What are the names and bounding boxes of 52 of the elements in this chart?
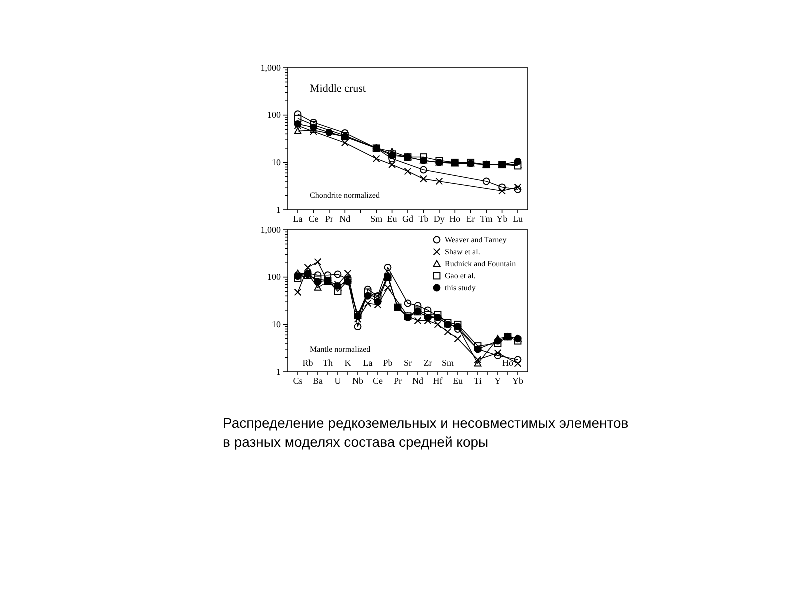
x-tick-label: Dy bbox=[434, 214, 446, 224]
legend-label: Rudnick and Fountain bbox=[445, 260, 516, 269]
x-tick-label: Er bbox=[466, 214, 476, 224]
y-tick-label: 1,000 bbox=[260, 62, 282, 73]
x-tick-label: Yb bbox=[512, 376, 524, 386]
x-tick-label: Sr bbox=[404, 358, 412, 368]
y-tick-label: 1 bbox=[276, 366, 281, 377]
x-tick-label: Cs bbox=[293, 376, 304, 386]
y-tick-label: 1,000 bbox=[260, 224, 282, 235]
x-tick-label: Zr bbox=[424, 358, 432, 368]
x-tick-label: Hf bbox=[433, 376, 443, 386]
x-tick-label: Sm bbox=[370, 214, 383, 224]
text: Распределение редкоземельных и несовместимых элементов в разных моделях состава средней коры bbox=[223, 415, 629, 450]
y-tick-label: 10 bbox=[272, 320, 282, 330]
legend-label: Weaver and Tarney bbox=[445, 236, 507, 245]
x-tick-label: Pb bbox=[383, 358, 394, 368]
x-tick-label: Ba bbox=[313, 376, 324, 386]
x-tick-label: Nd bbox=[340, 214, 352, 224]
x-tick-label: Sm bbox=[442, 358, 454, 368]
x-tick-label: Eu bbox=[387, 214, 398, 224]
x-tick-label: Ho bbox=[450, 214, 462, 224]
x-tick-label: Tb bbox=[418, 214, 430, 224]
x-tick-label: Pr bbox=[394, 376, 402, 386]
x-tick-label: Ce bbox=[308, 214, 319, 224]
x-tick-label: U bbox=[334, 376, 342, 386]
x-tick-label: Gd bbox=[402, 214, 414, 224]
x-tick-label: Lu bbox=[513, 214, 524, 224]
annotation: Mantle normalized bbox=[310, 345, 371, 354]
y-tick-label: 10 bbox=[272, 158, 282, 168]
x-tick-label: Tm bbox=[480, 214, 493, 224]
x-tick-label: Th bbox=[323, 358, 334, 368]
x-tick-label: Nb bbox=[352, 376, 364, 386]
y-tick-label: 100 bbox=[268, 110, 282, 120]
x-tick-label: Rb bbox=[302, 358, 314, 368]
legend-label: Shaw et al. bbox=[445, 248, 480, 257]
x-tick-label: Pr bbox=[325, 214, 334, 224]
x-tick-label: Ho bbox=[502, 358, 514, 368]
x-tick-label: Ti bbox=[474, 376, 482, 386]
legend-label: this study bbox=[445, 284, 476, 293]
x-tick-label: Ce bbox=[373, 376, 384, 386]
x-tick-label: K bbox=[344, 358, 352, 368]
y-tick-label: 100 bbox=[268, 272, 282, 282]
legend-label: Gao et al. bbox=[445, 272, 476, 281]
x-tick-label: Yb bbox=[496, 214, 508, 224]
x-tick-label: La bbox=[293, 214, 303, 224]
x-tick-label: Nd bbox=[412, 376, 424, 386]
x-tick-label: La bbox=[363, 358, 373, 368]
text: Middle crust bbox=[310, 83, 366, 95]
x-tick-label: Y bbox=[494, 376, 502, 386]
annotation: Chondrite normalized bbox=[310, 191, 380, 200]
y-tick-label: 1 bbox=[276, 204, 281, 215]
x-tick-label: Eu bbox=[453, 376, 464, 386]
